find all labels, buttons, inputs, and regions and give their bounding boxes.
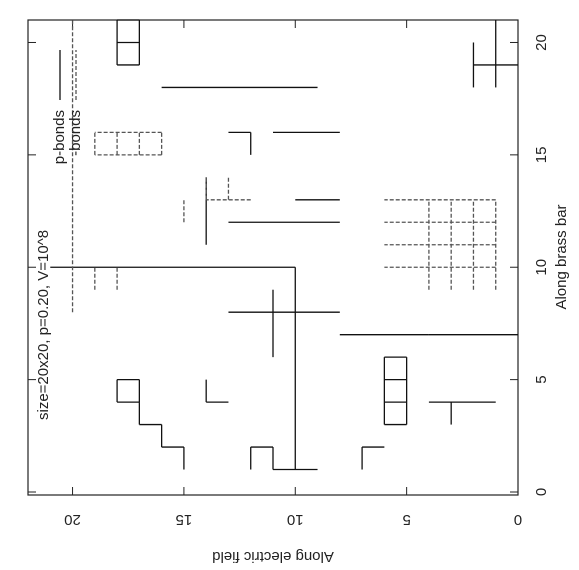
x-tick-label: 0 [533,488,550,496]
x-tick-label: 10 [533,259,550,276]
legend-title: size=20x20, p=0.20, V=10^8 [35,230,52,420]
legend-label: p-bonds [51,110,68,164]
y-tick-label: 5 [402,511,410,528]
x-tick-label: 20 [533,34,550,51]
y-tick-label: 15 [176,511,193,528]
y-tick-label: 20 [64,511,81,528]
legend-label: -bonds [67,110,84,156]
x-axis-label: Along brass bar [553,204,570,309]
plot-frame [27,19,519,496]
y-axis-label: Along electric field [212,548,334,565]
x-tick-label: 15 [533,147,550,164]
y-tick-label: 10 [287,511,304,528]
y-tick-label: 0 [514,511,522,528]
x-tick-label: 5 [533,375,550,383]
